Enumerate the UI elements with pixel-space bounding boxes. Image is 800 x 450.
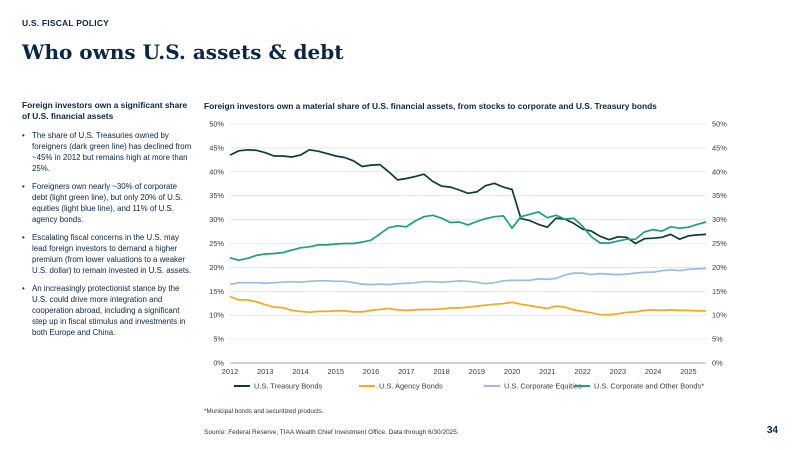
x-tick-label: 2012 <box>222 367 238 376</box>
x-tick-label: 2020 <box>504 367 520 376</box>
bullet-item: An increasingly protectionist stance by … <box>22 283 192 338</box>
x-tick-label: 2025 <box>680 367 696 376</box>
bullet-item: Escalating fiscal concerns in the U.S. m… <box>22 232 192 276</box>
y-tick-label-right: 0% <box>712 359 723 368</box>
x-tick-label: 2018 <box>433 367 449 376</box>
series-line <box>229 148 707 245</box>
page-number: 34 <box>766 425 778 436</box>
bullet-item: Foreigners own nearly ~30% of corporate … <box>22 181 192 225</box>
y-tick-label-left: 40% <box>209 167 224 176</box>
x-tick-label: 2017 <box>398 367 414 376</box>
commentary-heading: Foreign investors own a significant shar… <box>22 100 188 121</box>
series-line <box>229 267 707 286</box>
section-eyebrow: U.S. FISCAL POLICY <box>22 18 110 28</box>
x-tick-label: 2019 <box>469 367 485 376</box>
y-tick-label-right: 35% <box>712 191 727 200</box>
x-tick-label: 2021 <box>539 367 555 376</box>
x-tick-label: 2024 <box>645 367 661 376</box>
legend-label: U.S. Corporate Equities <box>504 382 582 391</box>
ownership-line-chart: 0% 0% 5% 5% 10% 10% 15% 15% 20% 20% 25% 25% 30% 30% 35… <box>209 120 727 391</box>
series-line <box>229 295 706 316</box>
y-tick-label-left: 35% <box>209 191 224 200</box>
chart-title: Foreign investors own a material share o… <box>204 101 657 111</box>
y-tick-label-left: 5% <box>213 335 224 344</box>
legend-label: U.S. Corporate and Other Bonds* <box>594 382 704 391</box>
y-tick-label-left: 15% <box>209 287 224 296</box>
y-tick-label-right: 20% <box>712 263 727 272</box>
y-tick-label-left: 50% <box>209 120 224 129</box>
y-tick-label-left: 25% <box>209 239 224 248</box>
series-line <box>229 211 707 262</box>
y-tick-label-left: 30% <box>209 215 224 224</box>
y-tick-label-left: 0% <box>213 359 224 368</box>
y-tick-label-left: 45% <box>209 143 224 152</box>
y-tick-label-right: 40% <box>712 167 727 176</box>
x-tick-label: 2023 <box>610 367 626 376</box>
y-tick-label-right: 10% <box>712 311 727 320</box>
x-tick-label: 2016 <box>363 367 379 376</box>
y-tick-label-right: 45% <box>712 143 727 152</box>
legend-label: U.S. Treasury Bonds <box>254 382 322 391</box>
x-tick-label: 2015 <box>328 367 344 376</box>
y-tick-label-right: 30% <box>712 215 727 224</box>
source-note: Source: Federal Reserve, TIAA Wealth Chi… <box>204 429 459 436</box>
y-tick-label-right: 5% <box>712 335 723 344</box>
page-title: Who owns U.S. assets & debt <box>22 40 344 64</box>
bullet-item: The share of U.S. Treasuries owned by fo… <box>22 130 192 174</box>
commentary-bullets: The share of U.S. Treasuries owned by fo… <box>22 130 192 338</box>
x-tick-label: 2022 <box>574 367 590 376</box>
y-tick-label-left: 20% <box>209 263 224 272</box>
y-tick-label-right: 15% <box>712 287 727 296</box>
legend-label: U.S. Agency Bonds <box>379 382 443 391</box>
y-tick-label-left: 10% <box>209 311 224 320</box>
y-tick-label-right: 50% <box>712 120 727 129</box>
footnote: *Municipal bonds and securitized product… <box>204 408 324 415</box>
x-tick-label: 2014 <box>292 367 308 376</box>
commentary-panel: Foreign investors own a significant shar… <box>22 100 192 345</box>
x-tick-label: 2013 <box>257 367 273 376</box>
y-tick-label-right: 25% <box>712 239 727 248</box>
